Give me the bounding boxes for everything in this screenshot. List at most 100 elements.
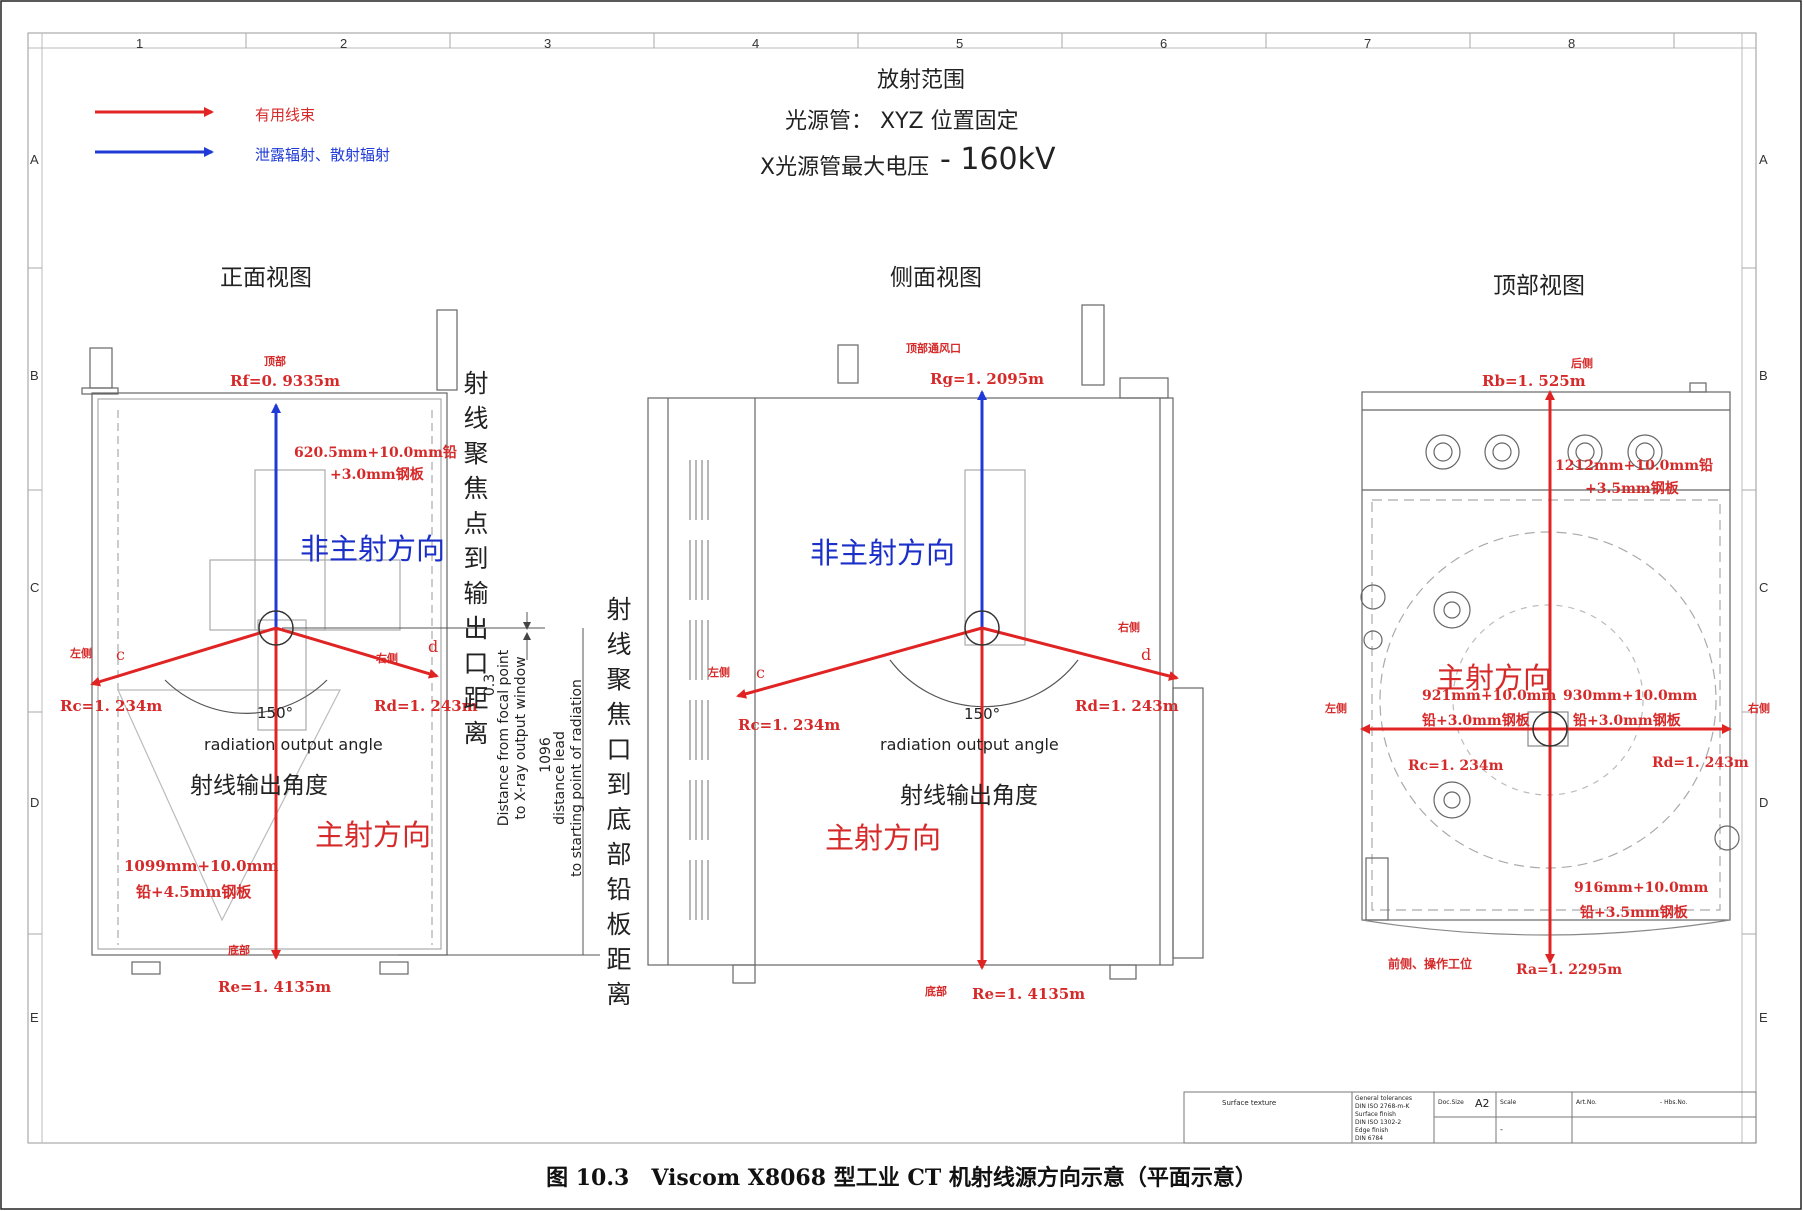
tb-tolerances: General tolerances bbox=[1355, 1095, 1412, 1102]
grid-col-8: 8 bbox=[1568, 36, 1576, 51]
grid-row-c: C bbox=[30, 580, 40, 595]
grid-col-7: 7 bbox=[1364, 36, 1372, 51]
side-right-label: 右侧 bbox=[1118, 621, 1140, 634]
front-view-title: 正面视图 bbox=[220, 265, 312, 291]
grid-row-b: B bbox=[30, 368, 39, 383]
side-top-vent: 顶部通风口 bbox=[906, 342, 961, 355]
tb-sf-std: DIN ISO 1302-2 bbox=[1355, 1119, 1402, 1126]
top-rd: Rd=1. 243m bbox=[1652, 755, 1749, 771]
tb-size: A2 bbox=[1475, 1097, 1490, 1110]
front-right-label: 右侧 bbox=[376, 652, 398, 665]
front-main-direction: 主射方向 bbox=[315, 818, 432, 852]
dim-1096-en: distance lead to starting point of radia… bbox=[552, 658, 586, 898]
tb-surface-finish: Surface finish bbox=[1355, 1111, 1396, 1118]
front-shield-bottom-1: 1099mm+10.0mm bbox=[124, 857, 279, 875]
front-arrow-right bbox=[275, 626, 439, 679]
top-shield-front-1: 916mm+10.0mm bbox=[1574, 880, 1709, 896]
tube-note: 光源管： XYZ 位置固定 bbox=[785, 109, 1019, 134]
front-rc: Rc=1. 234m bbox=[60, 697, 163, 715]
top-ra: Ra=1. 2295m bbox=[1516, 962, 1623, 978]
front-non-main-direction: 非主射方向 bbox=[300, 532, 446, 566]
top-shield-right-1: 930mm+10.0mm bbox=[1563, 688, 1698, 704]
front-d-label: d bbox=[428, 637, 439, 656]
dim-1096-en-line2: to starting point of radiation bbox=[569, 679, 585, 877]
front-shield-bottom-2: 铅+4.5mm钢板 bbox=[136, 883, 252, 901]
side-left-label: 左侧 bbox=[708, 666, 730, 679]
front-angle: 150° bbox=[257, 704, 294, 722]
top-main-direction: 主射方向 bbox=[1436, 661, 1553, 695]
front-bottom-label: 底部 bbox=[228, 944, 250, 957]
tb-art-no: Art.No. bbox=[1576, 1099, 1597, 1106]
dim-03-en-line1: Distance from focal point bbox=[496, 649, 512, 827]
top-shield-left-1: 921mm+10.0mm bbox=[1422, 688, 1557, 704]
side-main-direction: 主射方向 bbox=[825, 821, 942, 855]
top-left-label: 左侧 bbox=[1325, 702, 1347, 715]
dim-1096-en-line1: distance lead bbox=[552, 731, 568, 825]
tb-hbs-no: - Hbs.No. bbox=[1660, 1099, 1688, 1106]
title-block bbox=[1183, 1091, 1757, 1144]
grid-col-6: 6 bbox=[1160, 36, 1168, 51]
top-front-label: 前侧、操作工位 bbox=[1388, 957, 1473, 971]
top-shield-back-2: +3.5mm钢板 bbox=[1585, 481, 1679, 497]
side-view-outline bbox=[647, 304, 1204, 984]
figure-caption: 图 10.3 Viscom X8068 型工业 CT 机射线源方向示意（平面示意… bbox=[546, 1165, 1257, 1191]
legend-useful-beam: 有用线束 bbox=[255, 106, 316, 124]
row-ticks bbox=[28, 267, 1756, 935]
top-shield-right-2: 铅+3.0mm钢板 bbox=[1573, 713, 1681, 729]
side-rd: Rd=1. 243m bbox=[1075, 697, 1179, 715]
side-arrows bbox=[736, 390, 1179, 970]
top-arrows bbox=[1360, 390, 1732, 964]
top-right-label: 右侧 bbox=[1748, 702, 1770, 715]
side-non-main-direction: 非主射方向 bbox=[810, 536, 956, 570]
side-rc: Rc=1. 234m bbox=[738, 716, 841, 734]
grid-row-d-right: D bbox=[1759, 795, 1769, 810]
front-top-label: 顶部 bbox=[264, 355, 286, 368]
tb-edge-finish: Edge finish bbox=[1355, 1127, 1389, 1134]
front-rd: Rd=1. 243m bbox=[374, 697, 478, 715]
side-c-label: c bbox=[756, 663, 765, 682]
dim-03-en: Distance from focal point to X-ray outpu… bbox=[496, 618, 530, 858]
focus-to-window-label: 射线聚焦点到输出口距离 bbox=[463, 369, 489, 748]
side-arrow-right bbox=[981, 626, 1179, 681]
grid-row-a: A bbox=[30, 152, 39, 167]
grid-col-3: 3 bbox=[544, 36, 552, 51]
focus-to-bottom-label: 射线聚焦口到底部铅板距离 bbox=[606, 595, 632, 1009]
column-ticks bbox=[245, 33, 1675, 48]
front-angle-en: radiation output angle bbox=[204, 735, 383, 754]
top-view-title: 顶部视图 bbox=[1493, 273, 1585, 299]
grid-col-4: 4 bbox=[752, 36, 760, 51]
side-angle-cn: 射线输出角度 bbox=[900, 783, 1038, 809]
front-angle-cn: 射线输出角度 bbox=[190, 773, 328, 799]
grid-col-2: 2 bbox=[340, 36, 348, 51]
grid-row-c-right: C bbox=[1759, 580, 1769, 595]
grid-col-5: 5 bbox=[956, 36, 964, 51]
top-shield-back-1: 1212mm+10.0mm铅 bbox=[1555, 458, 1714, 474]
side-bottom-label: 底部 bbox=[925, 985, 947, 998]
top-rb: Rb=1. 525m bbox=[1482, 372, 1586, 390]
side-angle-en: radiation output angle bbox=[880, 735, 1059, 754]
dim-03-en-line2: to X-ray output window bbox=[513, 656, 529, 820]
tb-ef-std: DIN 6784 bbox=[1355, 1135, 1384, 1142]
front-arrow-left bbox=[90, 626, 277, 687]
grid-row-d: D bbox=[30, 795, 40, 810]
top-rc: Rc=1. 234m bbox=[1408, 758, 1504, 774]
side-arrow-left bbox=[736, 626, 983, 699]
front-re: Re=1. 4135m bbox=[218, 978, 332, 996]
legend-leakage: 泄露辐射、散射辐射 bbox=[255, 146, 391, 164]
front-left-label: 左侧 bbox=[70, 647, 92, 660]
drawing-frame bbox=[27, 32, 1757, 1144]
front-arrows bbox=[90, 403, 439, 960]
side-d-label: d bbox=[1141, 645, 1152, 664]
side-rg: Rg=1. 2095m bbox=[930, 370, 1045, 388]
grid-col-1: 1 bbox=[136, 36, 144, 51]
tb-scale: Scale bbox=[1500, 1099, 1517, 1106]
grid-row-e-right: E bbox=[1759, 1010, 1768, 1025]
top-shield-front-2: 铅+3.5mm钢板 bbox=[1580, 905, 1688, 921]
voltage-prefix: X光源管最大电压 bbox=[760, 155, 930, 180]
side-focal-point bbox=[964, 610, 1000, 646]
side-re: Re=1. 4135m bbox=[972, 985, 1086, 1003]
top-back-label: 后侧 bbox=[1571, 357, 1593, 370]
